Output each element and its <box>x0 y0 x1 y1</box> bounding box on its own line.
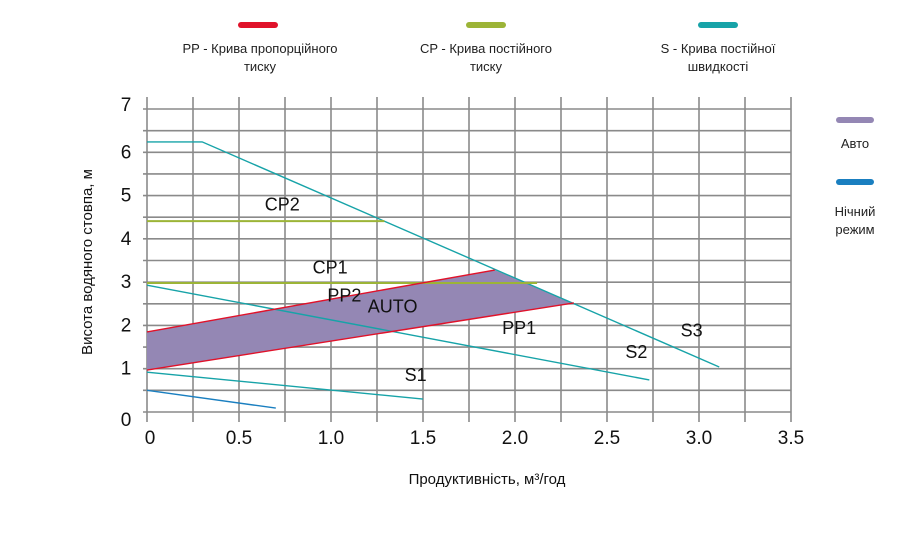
x-tick-label: 3.5 <box>778 428 804 449</box>
series-line-s3 <box>147 141 720 368</box>
series-line-pp2 <box>146 269 495 333</box>
legend-pp: PP - Крива пропорційного тиску <box>150 40 370 76</box>
auto-area <box>147 270 574 371</box>
legend-swatch-cp <box>466 22 506 28</box>
y-tick-label: 6 <box>121 142 132 163</box>
x-tick-label: 1.0 <box>318 428 344 449</box>
legend-cp-line2: тиску <box>469 59 503 74</box>
annotation-s1: S1 <box>405 365 427 385</box>
series-line-pp1 <box>146 302 574 371</box>
x-tick-label: 0 <box>145 428 156 449</box>
annotation-pp2: PP2 <box>327 286 361 306</box>
legend-swatch-pp <box>238 22 278 28</box>
y-tick-label: 4 <box>121 229 132 250</box>
legend-s: S - Крива постійної швидкості <box>608 40 828 76</box>
legend-swatch-auto <box>836 117 874 123</box>
y-axis-label: Висота водяного стовпа, м <box>79 169 96 355</box>
series-line-нічний-режим <box>146 389 276 409</box>
series-line-s2 <box>146 284 650 381</box>
legend-swatch-s <box>698 22 738 28</box>
y-tick-label: 7 <box>121 95 132 116</box>
x-axis-label: Продуктивність, м³/год <box>409 471 566 488</box>
legend-cp: CP - Крива постійного тиску <box>376 40 596 76</box>
x-tick-label: 3.0 <box>686 428 712 449</box>
legend-cp-line1: CP - Крива постійного <box>419 41 552 56</box>
x-tick-label: 2.0 <box>502 428 528 449</box>
legend-night-line2: режим <box>835 222 875 237</box>
legend-s-line1: S - Крива постійної <box>660 41 776 56</box>
y-tick-label: 0 <box>121 410 132 431</box>
series-line-s1 <box>146 371 424 400</box>
y-tick-label: 3 <box>121 272 132 293</box>
legend-pp-line1: PP - Крива пропорційного <box>182 41 338 56</box>
annotation-auto: AUTO <box>368 296 418 316</box>
legend-auto: Авто <box>815 135 895 153</box>
y-tick-label: 1 <box>121 359 132 380</box>
legend-swatch-night <box>836 179 874 185</box>
annotation-s2: S2 <box>625 342 647 362</box>
x-tick-label: 1.5 <box>410 428 436 449</box>
x-tick-label: 0.5 <box>226 428 252 449</box>
annotation-cp1: CP1 <box>313 257 348 277</box>
y-tick-label: 2 <box>121 315 132 336</box>
annotation-cp2: CP2 <box>265 195 300 215</box>
annotation-s3: S3 <box>681 320 703 340</box>
legend-s-line2: швидкості <box>687 59 749 74</box>
annotation-pp1: PP1 <box>502 318 536 338</box>
legend-auto-label: Авто <box>840 136 870 151</box>
y-tick-label: 5 <box>121 186 132 207</box>
legend-night-line1: Нічний <box>834 204 876 219</box>
legend-pp-line2: тиску <box>243 59 277 74</box>
x-tick-label: 2.5 <box>594 428 620 449</box>
legend-night: Нічний режим <box>815 203 895 239</box>
